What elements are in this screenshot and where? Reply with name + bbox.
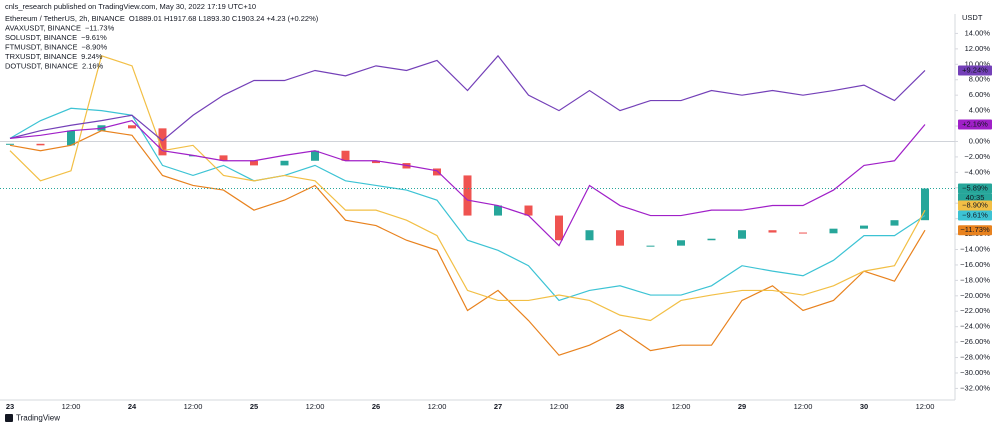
legend-label: DOTUSDT, BINANCE (5, 61, 78, 70)
legend-value: −8.90% (82, 42, 108, 51)
y-tick-label: −30.00% (960, 368, 990, 377)
candle (128, 125, 136, 129)
axis-value-label: −9.61% (962, 211, 988, 220)
axis-value-box (958, 183, 992, 194)
y-tick-label: 4.00% (969, 106, 991, 115)
candle (646, 245, 655, 247)
candle (707, 238, 716, 241)
y-tick-label: 10.00% (965, 59, 991, 68)
x-tick-label: 12:00 (794, 402, 813, 411)
candle (524, 205, 533, 216)
y-tick-label: −16.00% (960, 260, 990, 269)
candle (36, 143, 45, 146)
candle (555, 215, 563, 241)
legend-label: AVAXUSDT, BINANCE (5, 23, 81, 32)
candle (616, 230, 624, 246)
x-tick-label: 26 (372, 402, 380, 411)
x-tick-label: 29 (738, 402, 746, 411)
legend-value: 2.16% (82, 61, 104, 70)
x-tick-label: 12:00 (916, 402, 935, 411)
axis-title: USDT (962, 13, 983, 22)
y-tick-label: 0.00% (969, 136, 991, 145)
axis-value-box (958, 225, 992, 236)
legend-label: Ethereum / TetherUS, 2h, BINANCE (5, 14, 125, 23)
candle (921, 188, 929, 221)
legend-value: −11.73% (85, 23, 115, 32)
axis-value-box (958, 65, 992, 76)
candle (6, 143, 14, 145)
candle (341, 150, 350, 161)
line-series (9, 107, 926, 302)
candle (860, 225, 868, 229)
axis-value-label: −11.73% (960, 225, 990, 234)
candle (158, 128, 167, 156)
axis-value-box (958, 119, 992, 130)
y-tick-label: 8.00% (969, 75, 991, 84)
y-tick-label: −18.00% (960, 275, 990, 284)
candle (890, 220, 899, 226)
candle (311, 150, 319, 161)
legend-value: O1889.01 H1917.68 L1893.30 C1903.24 +4.2… (129, 14, 319, 23)
y-tick-label: 14.00% (965, 28, 991, 37)
x-tick-label: 27 (494, 402, 502, 411)
axis-countdown: 40:35 (966, 193, 985, 202)
y-tick-label: −2.00% (964, 152, 990, 161)
line-series (9, 130, 926, 356)
logo (5, 414, 13, 422)
y-tick-label: 6.00% (969, 90, 991, 99)
axis-value-label: −8.90% (962, 201, 988, 210)
axis-countdown-box (958, 193, 992, 203)
legend-label: FTMUSDT, BINANCE (5, 42, 78, 51)
candle (463, 175, 472, 216)
y-tick-label: −4.00% (964, 167, 990, 176)
line-series (9, 119, 926, 247)
candle (768, 230, 777, 233)
y-tick-label: −28.00% (960, 353, 990, 362)
candle (372, 160, 380, 164)
x-tick-label: 12:00 (550, 402, 569, 411)
axis-value-box (958, 210, 992, 221)
x-tick-label: 12:00 (672, 402, 691, 411)
line-series (9, 54, 926, 142)
candle (67, 130, 75, 146)
candle (738, 230, 746, 239)
x-tick-label: 12:00 (306, 402, 325, 411)
x-tick-label: 24 (128, 402, 137, 411)
y-tick-label: −26.00% (960, 337, 990, 346)
footer: TradingView (16, 414, 60, 423)
x-tick-label: 30 (860, 402, 868, 411)
candle (829, 228, 838, 234)
x-tick-label: 28 (616, 402, 624, 411)
y-tick-label: −22.00% (960, 306, 990, 315)
y-tick-label: −14.00% (960, 244, 990, 253)
candle (250, 160, 258, 166)
candle (494, 205, 502, 216)
header: cnls_research published on TradingView.c… (5, 2, 256, 11)
legend-label: TRXUSDT, BINANCE (5, 52, 77, 61)
axis-value-label: +2.16% (962, 119, 988, 128)
candle (585, 230, 594, 241)
axis-value-label: +9.24% (962, 65, 988, 74)
y-tick-label: −20.00% (960, 291, 990, 300)
y-tick-label: −24.00% (960, 322, 990, 331)
legend-label: SOLUSDT, BINANCE (5, 33, 77, 42)
candle (219, 155, 228, 161)
x-tick-label: 25 (250, 402, 258, 411)
axis-value-label: −5.89% (962, 184, 988, 193)
y-tick-label: 12.00% (965, 44, 991, 53)
x-tick-label: 12:00 (428, 402, 447, 411)
legend-value: 9.24% (81, 52, 103, 61)
x-tick-label: 12:00 (184, 402, 203, 411)
x-tick-label: 12:00 (62, 402, 81, 411)
candle (799, 232, 807, 234)
y-tick-label: −32.00% (960, 383, 990, 392)
candle (280, 160, 289, 166)
x-tick-label: 23 (6, 402, 14, 411)
legend-value: −9.61% (81, 33, 107, 42)
candle (677, 240, 685, 246)
candle (433, 168, 441, 176)
axis-value-box (958, 200, 992, 211)
